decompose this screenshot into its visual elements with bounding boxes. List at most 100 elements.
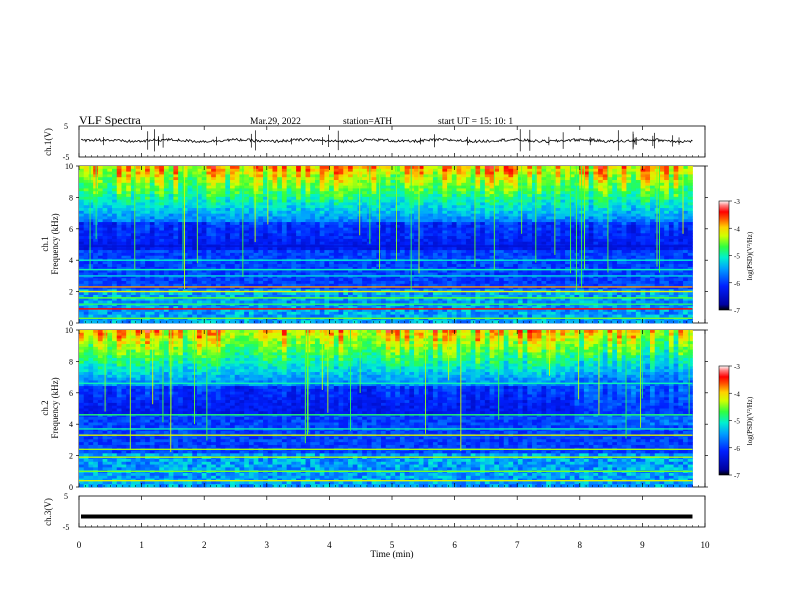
spectrogram-cell — [645, 182, 651, 187]
spectrogram-cell — [621, 238, 627, 243]
spectrogram-cell — [126, 174, 132, 178]
spectrogram-cell — [149, 230, 155, 234]
spectrogram-cell — [381, 236, 387, 240]
spectrogram-cell — [272, 222, 278, 226]
spectrogram-cell — [602, 174, 608, 178]
spectrogram-cell — [385, 191, 391, 195]
spectrogram-cell — [489, 191, 495, 195]
spectrogram-cell — [546, 261, 552, 265]
spectrogram-cell — [366, 185, 372, 189]
spectrogram-cell — [635, 202, 641, 206]
spectrogram-cell — [560, 261, 566, 265]
spectrogram-cell — [409, 196, 415, 201]
spectrogram-cell — [513, 250, 519, 254]
spectrogram-cell — [399, 166, 406, 170]
spectrogram-cell — [517, 174, 523, 178]
spectrogram-cell — [291, 224, 297, 229]
spectrogram-cell — [536, 222, 542, 226]
spectrogram-cell — [616, 269, 623, 273]
spectrogram-cell — [196, 233, 203, 237]
spectrogram-cell — [508, 227, 514, 231]
spectrogram-cell — [635, 174, 641, 178]
spectrogram-cell — [588, 264, 594, 268]
spectrogram-cell — [333, 264, 339, 268]
spectrogram-cell — [668, 222, 674, 226]
spectrogram-cell — [461, 255, 467, 259]
spectrogram-cell — [107, 233, 113, 237]
spectrogram-cell — [569, 250, 575, 254]
spectrogram-cell — [659, 255, 665, 259]
spectrogram-cell — [296, 230, 302, 234]
spectrogram-cell — [107, 171, 113, 175]
spectrogram-cell — [366, 269, 372, 273]
spectrogram-cell — [465, 236, 472, 240]
spectrogram-cell — [121, 255, 127, 259]
spectrogram-cell — [263, 171, 269, 175]
spectrogram-cell — [555, 216, 561, 220]
spectrogram-cell — [281, 205, 288, 209]
spectrogram-cell — [385, 166, 391, 170]
spectrogram-cell — [409, 252, 415, 257]
spectrogram-cell — [201, 185, 207, 189]
spectrogram-cell — [338, 177, 344, 181]
spectrogram-cell — [291, 216, 297, 220]
spectrogram-cell — [324, 224, 330, 229]
spectrogram-cell — [465, 247, 472, 251]
spectrogram-cell — [395, 177, 401, 181]
spectrogram-cell — [607, 208, 613, 212]
spectrogram-cell — [418, 174, 424, 178]
spectrogram-cell — [390, 194, 396, 198]
spectrogram-cell — [149, 194, 155, 198]
spectrogram-cell — [645, 171, 651, 175]
spectrogram-cell — [451, 241, 457, 245]
spectrogram-cell — [149, 174, 155, 178]
spectrogram-cell — [215, 191, 221, 195]
spectrogram-cell — [650, 166, 656, 170]
spectrogram-cell — [263, 238, 269, 243]
spectrogram-cell — [687, 224, 693, 229]
spectrogram-cell — [215, 180, 221, 184]
spectrogram-cell — [461, 266, 467, 271]
spectrogram-cell — [442, 241, 448, 245]
spectrogram-cell — [437, 213, 443, 217]
spectrogram-cell — [211, 241, 217, 245]
spectrogram-cell — [244, 252, 250, 257]
spectrogram-cell — [475, 255, 481, 259]
spectrogram-cell — [437, 216, 443, 220]
spectrogram-cell — [569, 196, 575, 201]
spectrogram-cell — [678, 230, 684, 234]
spectrogram-cell — [423, 202, 429, 206]
spectrogram-cell — [602, 219, 608, 223]
spectrogram-cell — [494, 252, 500, 257]
spectrogram-cell — [178, 269, 184, 273]
spectrogram-cell — [489, 250, 495, 254]
spectrogram-cell — [635, 180, 641, 184]
spectrogram-cell — [475, 216, 481, 220]
spectrogram-cell — [230, 219, 236, 223]
spectrogram-cell — [631, 264, 637, 268]
spectrogram-cell — [451, 208, 457, 212]
spectrogram-cell — [626, 194, 632, 198]
spectrogram-cell — [211, 208, 217, 212]
spectrogram-cell — [107, 194, 113, 198]
spectrogram-cell — [404, 236, 410, 240]
spectrogram-cell — [366, 199, 372, 203]
spectrogram-cell — [187, 166, 193, 170]
spectrogram-cell — [437, 252, 443, 257]
spectrogram-cell — [121, 241, 127, 245]
spectrogram-cell — [362, 213, 368, 217]
spectrogram-cell — [145, 222, 151, 226]
spectrogram-cell — [423, 264, 429, 268]
spectrogram-cell — [621, 236, 627, 240]
spectrogram-cell — [376, 168, 382, 172]
spectrogram-cell — [428, 269, 434, 273]
spectrogram-cell — [97, 227, 103, 231]
spectrogram-cell — [220, 224, 226, 229]
spectrogram-cell — [381, 191, 387, 195]
spectrogram-cell — [140, 233, 146, 237]
spectrogram-cell — [456, 230, 462, 234]
spectrogram-cell — [286, 230, 292, 234]
spectrogram-cell — [673, 219, 679, 223]
spectrogram-cell — [508, 208, 514, 212]
spectrogram-cell — [560, 230, 566, 234]
